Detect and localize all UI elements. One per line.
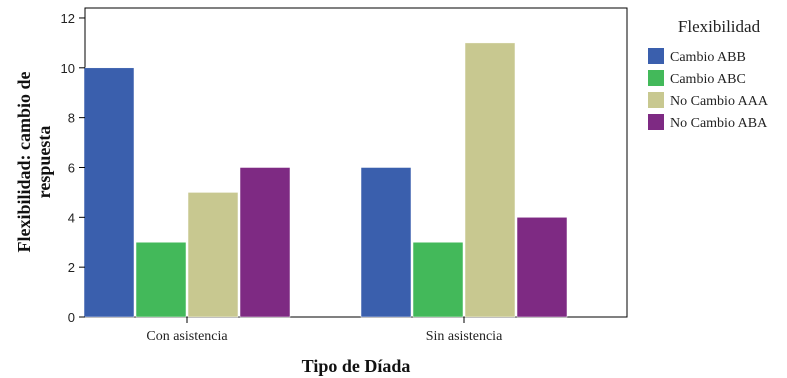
bar [187,192,239,318]
y-tick-label: 2 [68,260,75,275]
x-axis-title: Tipo de Díada [302,356,411,376]
bar [412,241,464,318]
x-axis-categories: Con asistencia Sin asistencia [146,317,503,344]
x-category-label: Con asistencia [146,329,228,344]
legend-swatch [648,48,664,64]
bar [360,167,412,318]
bar [83,67,135,318]
y-tick-label: 10 [61,61,75,76]
x-category-label: Sin asistencia [426,329,503,344]
y-axis-title-line-2: respuesta [34,126,54,199]
bar [239,167,291,318]
legend-label: Cambio ABB [670,50,746,65]
y-tick-label: 4 [68,210,75,225]
legend-swatch [648,114,664,130]
legend-title: Flexibilidad [678,17,761,36]
bars [83,42,568,318]
legend-swatch [648,70,664,86]
legend-label: No Cambio ABA [670,116,768,131]
legend-label: Cambio ABC [670,72,746,87]
y-axis-title-line-1: Flexibilidad: cambio de [14,71,34,252]
legend-label: No Cambio AAA [670,94,769,109]
y-axis-ticks: 0 2 4 6 8 10 12 [61,11,85,325]
y-axis-title: Flexibilidad: cambio de respuesta [14,71,54,252]
y-tick-label: 12 [61,11,75,26]
bar [135,241,187,318]
y-tick-label: 6 [68,160,75,175]
bar [516,217,568,318]
legend-swatch [648,92,664,108]
y-tick-label: 0 [68,310,75,325]
y-tick-label: 8 [68,111,75,126]
bar [464,42,516,318]
legend: Flexibilidad Cambio ABB Cambio ABC No Camb… [648,17,769,131]
